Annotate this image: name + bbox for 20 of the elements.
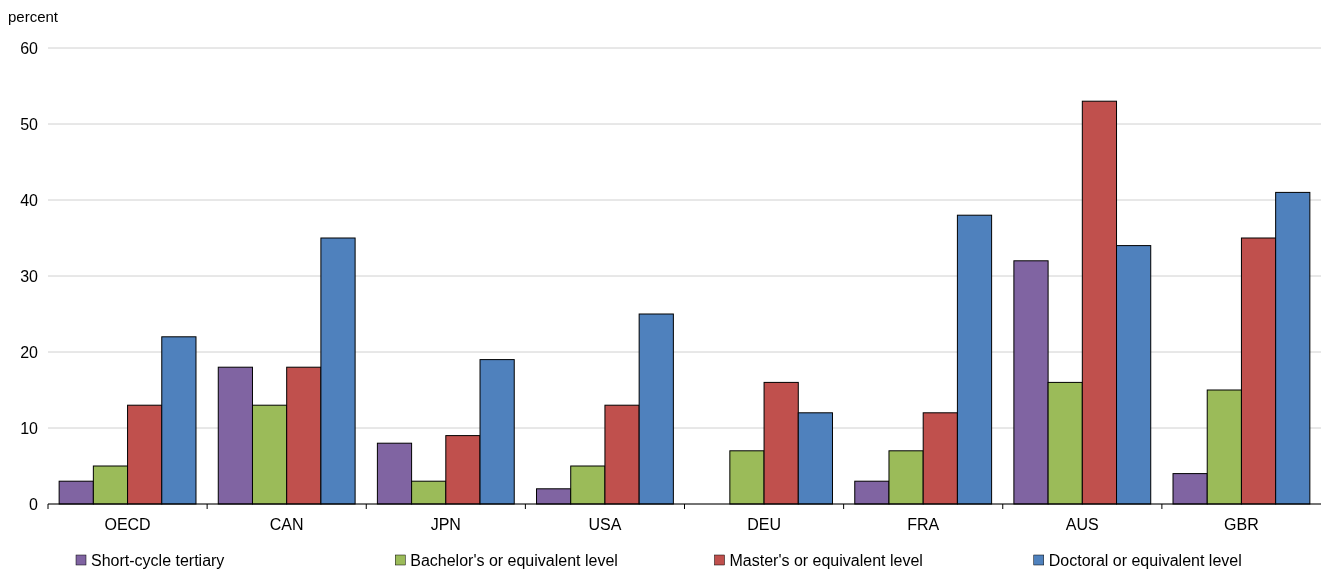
x-tick-label: DEU [747,516,781,533]
legend-label: Doctoral or equivalent level [1048,552,1242,569]
x-tick-label: USA [588,516,622,533]
legend-label: Short-cycle tertiary [91,552,225,569]
y-tick-label: 60 [20,39,39,57]
y-tick-label: 30 [20,267,39,285]
y-tick-label: 10 [20,419,39,437]
y-tick-label: 50 [20,115,39,133]
y-tick-label: 40 [20,191,39,209]
x-tick-label: FRA [907,516,940,533]
x-tick-label: CAN [269,516,304,533]
y-tick-label: 20 [20,343,39,361]
x-tick-label: OECD [104,516,151,533]
x-tick-label: AUS [1065,516,1099,533]
y-axis-title: percent [8,8,59,25]
y-tick-label: 0 [29,495,39,513]
legend-label: Master's or equivalent level [729,552,923,569]
x-tick-label: JPN [430,516,461,533]
legend-label: Bachelor's or equivalent level [410,552,618,569]
x-tick-label: GBR [1224,516,1259,533]
